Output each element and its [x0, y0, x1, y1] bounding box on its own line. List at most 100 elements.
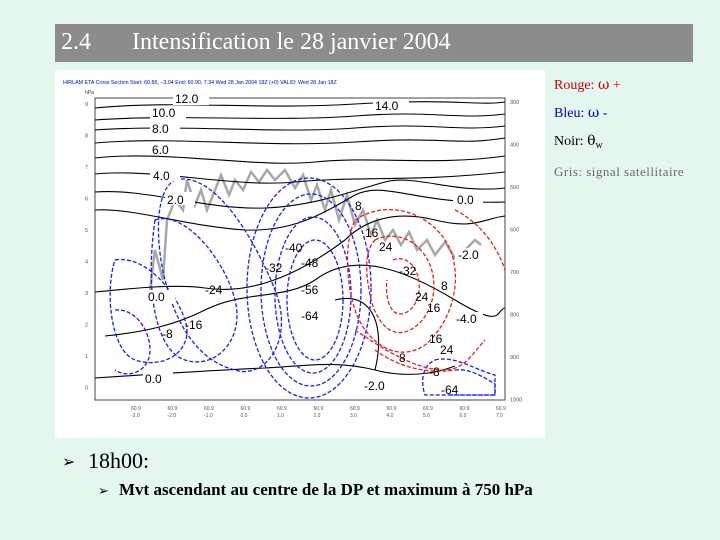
- red-label: 16: [427, 301, 441, 315]
- right-axis-label: 300: [510, 100, 519, 106]
- bottom-axis-label: 0.0: [241, 413, 248, 419]
- red-label: 8: [399, 351, 406, 365]
- blue-label: -48: [301, 256, 319, 270]
- bottom-axis-label: 60.9: [423, 406, 433, 412]
- cross-section-figure: HIRLAM ETA Cross Section Start: 60.86, −…: [55, 70, 545, 438]
- red-label: 8: [355, 199, 362, 213]
- blue-label: -64: [441, 383, 459, 397]
- bottom-axis-label: 6.0: [460, 413, 467, 419]
- bottom-axis-label: 3.0: [350, 413, 357, 419]
- theta-label: 4.0: [153, 169, 170, 183]
- blue-label: -16: [185, 318, 203, 332]
- legend-rouge: Rouge: ω +: [554, 77, 621, 94]
- satellite-signal-line: [148, 167, 482, 291]
- right-axis-label: 700: [510, 270, 519, 276]
- theta-label: 0.0: [145, 372, 162, 386]
- blue-label: -8: [429, 365, 440, 379]
- left-axis-label: 3: [85, 291, 88, 297]
- blue-label: -24: [205, 283, 223, 297]
- arrow-bullet-icon: ➢: [98, 484, 109, 499]
- blue-label: -8: [162, 327, 173, 341]
- omega-positive-contours: [346, 208, 506, 372]
- bottom-axis-label: -2.0: [168, 413, 177, 419]
- blue-label: -64: [301, 309, 319, 323]
- right-axis-label: 400: [510, 143, 519, 149]
- figure-header: HIRLAM ETA Cross Section Start: 60.86, −…: [63, 80, 337, 86]
- cross-section-svg: HIRLAM ETA Cross Section Start: 60.86, −…: [63, 80, 522, 419]
- theta-label: 0.0: [148, 290, 165, 304]
- left-axis: 9 8 7 6 5 4 3 2 1 0: [85, 102, 88, 392]
- title-bar: 2.4 Intensification le 28 janvier 2004: [55, 24, 693, 62]
- theta-label: 10.0: [152, 106, 176, 120]
- theta-label: 6.0: [152, 143, 169, 157]
- right-axis: 300 400 500 600 700 800 900 1000: [510, 100, 522, 404]
- legend-noir-subscript: w: [595, 140, 603, 151]
- bottom-axis-label: 5.0: [423, 413, 430, 419]
- omega-icon: ω: [587, 105, 600, 121]
- theta-icon: θ: [587, 133, 596, 149]
- bottom-axis-label: 60.9: [168, 406, 178, 412]
- omega-negative-contours: [109, 177, 496, 399]
- red-label: 24: [440, 343, 454, 357]
- bottom-axis-label: 60.9: [131, 406, 141, 412]
- legend-bleu-sign: -: [602, 106, 608, 121]
- omega-icon: ω: [597, 77, 610, 93]
- blue-label: -32: [265, 261, 283, 275]
- theta-label: 8.0: [152, 122, 169, 136]
- theta-label: 12.0: [175, 92, 199, 106]
- legend-rouge-label: Rouge:: [554, 78, 595, 93]
- bottom-axis-label: -1.0: [204, 413, 213, 419]
- red-label: 8: [441, 279, 448, 293]
- left-axis-label: 0: [85, 386, 88, 392]
- blue-label: -32: [399, 264, 417, 278]
- right-axis-label: 500: [510, 185, 519, 191]
- axis-unit: hPa: [85, 90, 94, 96]
- legend-noir-label: Noir:: [554, 134, 584, 149]
- right-axis-label: 1000: [510, 398, 522, 404]
- bottom-axis-label: 60.9: [350, 406, 360, 412]
- left-axis-label: 5: [85, 228, 88, 234]
- bottom-axis-label: 60.9: [241, 406, 251, 412]
- right-axis-label: 600: [510, 228, 519, 234]
- theta-label: 2.0: [167, 193, 184, 207]
- legend-noir: Noir: θw: [554, 133, 603, 151]
- bottom-axis-label: 60.9: [387, 406, 397, 412]
- bottom-axis-label: 60.9: [277, 406, 287, 412]
- bottom-axis: 60.9-3.060.9-2.060.9-1.060.90.060.91.060…: [131, 406, 506, 419]
- blue-label: -56: [301, 283, 319, 297]
- left-axis-label: 4: [85, 260, 88, 266]
- bullet-time: 18h00:: [88, 448, 150, 473]
- omega-positive-labels: 8 16 24 24 16 8 16 24 8: [355, 199, 454, 365]
- red-label: 16: [365, 226, 379, 240]
- legend-gris-label: Gris: signal satellitaire: [554, 164, 685, 179]
- red-label: 24: [379, 240, 393, 254]
- bottom-axis-label: 60.9: [496, 406, 506, 412]
- right-axis-label: 900: [510, 355, 519, 361]
- bottom-axis-label: 2.0: [314, 413, 321, 419]
- arrow-bullet-icon: ➢: [62, 452, 76, 471]
- red-label: 24: [415, 290, 429, 304]
- theta-label: -4.0: [456, 312, 477, 326]
- slide-number: 2.4: [61, 29, 91, 55]
- legend-bleu: Bleu: ω -: [554, 105, 607, 122]
- bottom-axis-label: 7.0: [496, 413, 503, 419]
- bottom-axis-label: 1.0: [277, 413, 284, 419]
- legend-gris: Gris: signal satellitaire: [554, 164, 684, 180]
- theta-label: 14.0: [375, 99, 399, 113]
- left-axis-label: 7: [85, 165, 88, 171]
- legend-rouge-sign: +: [612, 78, 621, 93]
- blue-label: -40: [285, 241, 303, 255]
- bullet-description: Mvt ascendant au centre de la DP et maxi…: [119, 480, 533, 499]
- bottom-axis-label: 4.0: [387, 413, 394, 419]
- left-axis-label: 2: [85, 323, 88, 329]
- left-axis-label: 8: [85, 134, 88, 140]
- bottom-axis-label: 60.9: [204, 406, 214, 412]
- left-axis-label: 6: [85, 197, 88, 203]
- red-label: 16: [429, 332, 443, 346]
- theta-label: -2.0: [458, 248, 479, 262]
- omega-negative-labels: -40 -32 -48 -24 -56 -64 -16 -8 -32 -64 -…: [162, 241, 459, 397]
- bottom-axis-label: 60.9: [460, 406, 470, 412]
- legend-bleu-label: Bleu:: [554, 106, 585, 121]
- theta-labels: 12.0 10.0 8.0 6.0 4.0 2.0 0.0 -2.0 -4.0 …: [143, 92, 485, 393]
- bottom-axis-label: 60.9: [314, 406, 324, 412]
